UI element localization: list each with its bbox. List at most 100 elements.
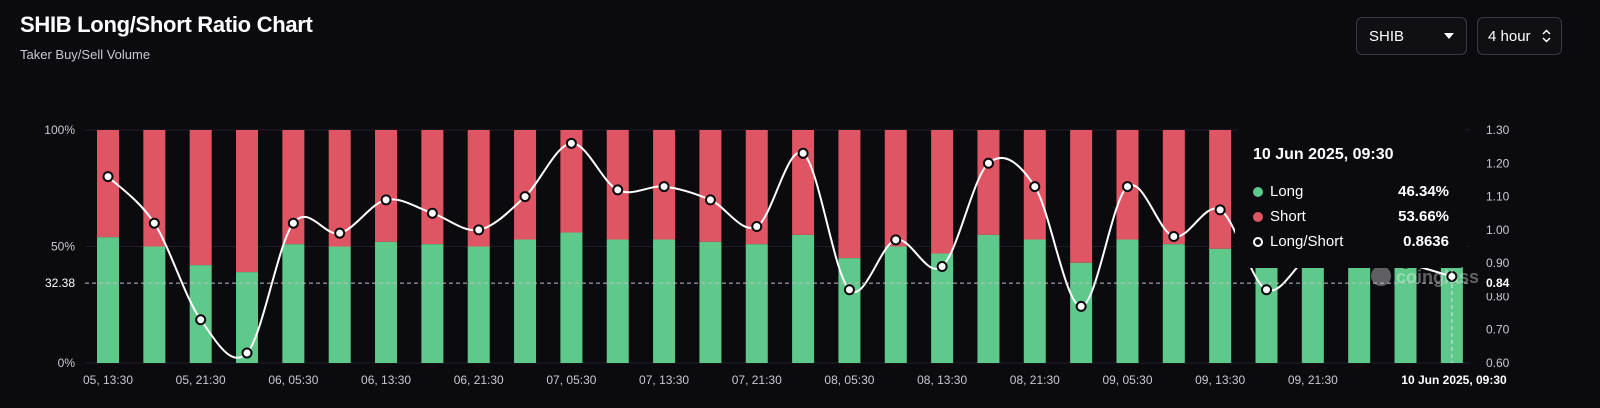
ratio-point: [843, 284, 855, 296]
crosshair-right-label: 0.84: [1486, 276, 1510, 290]
ratio-point: [565, 137, 577, 149]
tooltip-row-long: Long 46.34%: [1253, 179, 1449, 204]
ratio-point: [334, 227, 346, 239]
long-bar: [1209, 248, 1232, 363]
tooltip-value: 53.66%: [1398, 208, 1449, 225]
x-tick-label: 08, 21:30: [1010, 373, 1060, 387]
ratio-point: [287, 217, 299, 229]
coin-select[interactable]: SHIB: [1356, 17, 1467, 55]
x-tick-label: 09, 21:30: [1288, 373, 1338, 387]
ratio-point: [1168, 231, 1180, 243]
short-bar: [236, 130, 259, 273]
x-tick-label: 09, 13:30: [1195, 373, 1245, 387]
tooltip-value: 0.8636: [1403, 233, 1449, 250]
long-bar: [97, 237, 119, 363]
page-subtitle: Taker Buy/Sell Volume: [20, 47, 151, 62]
ratio-dot-icon: [1253, 236, 1263, 247]
tooltip-date: 10 Jun 2025, 09:30: [1253, 146, 1394, 163]
long-bar: [606, 239, 629, 363]
long-bar: [931, 253, 954, 363]
x-tick-label: 07, 21:30: [732, 373, 782, 387]
long-bar: [1162, 244, 1185, 363]
watermark: coinglass: [1371, 266, 1479, 287]
short-bar: [467, 130, 490, 247]
short-bar: [421, 130, 444, 245]
long-bar: [560, 232, 583, 363]
x-tick-label: 07, 13:30: [639, 373, 689, 387]
ratio-point: [1029, 181, 1041, 193]
short-bar: [97, 130, 119, 238]
tooltip: 10 Jun 2025, 09:30 Long 46.34% Short 53.…: [1235, 128, 1467, 268]
x-tick-label: 06, 13:30: [361, 373, 411, 387]
ratio-point: [519, 191, 531, 203]
coinglass-logo-icon: [1371, 266, 1391, 286]
tooltip-row-short: Short 53.66%: [1253, 204, 1449, 229]
ratio-point: [380, 194, 392, 206]
long-bar: [1301, 253, 1324, 363]
short-bar: [838, 130, 861, 259]
ratio-point: [1261, 284, 1272, 296]
short-bar: [189, 130, 212, 266]
ratio-point: [1214, 204, 1226, 216]
ratio-point: [936, 260, 948, 272]
crosshair-left-label: 32.38: [45, 276, 75, 290]
long-bar: [1116, 239, 1139, 363]
left-tick-label: 50%: [51, 240, 75, 254]
crosshair-left-box: [22, 273, 82, 294]
left-tick-label: 0%: [58, 356, 76, 370]
tooltip-row-ratio: Long/Short 0.8636: [1253, 229, 1449, 254]
ratio-point: [426, 207, 438, 219]
short-bar: [143, 130, 166, 247]
short-bar: [560, 130, 583, 233]
x-tick-label: 07, 05:30: [546, 373, 596, 387]
short-bar: [884, 130, 907, 247]
long-dot-icon: [1253, 186, 1263, 197]
short-dot-icon: [1253, 211, 1263, 222]
right-tick-label: 0.60: [1486, 356, 1510, 370]
ratio-line: [102, 137, 1458, 359]
watermark-text: coinglass: [1396, 267, 1479, 287]
long-bar: [467, 246, 490, 363]
long-bar: [421, 244, 444, 363]
ratio-point: [797, 147, 809, 159]
long-bar: [1255, 251, 1278, 363]
interval-select[interactable]: 4 hour: [1477, 17, 1562, 55]
tooltip-label: Short: [1270, 208, 1306, 225]
ratio-point: [704, 194, 716, 206]
right-tick-label: 1.10: [1486, 190, 1510, 204]
short-bar: [1209, 130, 1232, 249]
long-bar: [189, 265, 212, 363]
x-tick-label: 08, 13:30: [917, 373, 967, 387]
left-tick-label: 100%: [44, 123, 75, 137]
x-tick-label: 09, 05:30: [1102, 373, 1152, 387]
ratio-point: [195, 314, 207, 326]
short-bar: [1162, 130, 1185, 245]
long-bar: [1023, 239, 1046, 363]
interval-select-value: 4 hour: [1488, 27, 1531, 45]
right-tick-label: 0.70: [1486, 323, 1510, 337]
ratio-point: [1121, 181, 1133, 193]
short-bar: [1070, 130, 1093, 263]
right-tick-label: 1.30: [1486, 123, 1510, 137]
long-bar: [699, 241, 722, 363]
x-tick-label: 08, 05:30: [824, 373, 874, 387]
x-tick-label: 05, 21:30: [176, 373, 226, 387]
right-tick-label: 1.20: [1486, 156, 1510, 170]
page-title: SHIB Long/Short Ratio Chart: [20, 12, 313, 37]
long-bar: [838, 258, 861, 363]
ratio-point: [241, 347, 253, 359]
long-bar: [514, 239, 537, 363]
long-bar: [792, 234, 815, 363]
x-tick-label: 06, 05:30: [268, 373, 318, 387]
short-bar: [792, 130, 815, 235]
ratio-point: [658, 181, 670, 193]
long-bar: [282, 244, 305, 363]
short-bar: [375, 130, 398, 242]
long-bar: [328, 246, 351, 363]
hover-x-label: 10 Jun 2025, 09:30: [1401, 373, 1507, 387]
short-bar: [328, 130, 351, 247]
x-tick-label: 06, 21:30: [454, 373, 504, 387]
right-tick-label: 1.00: [1486, 223, 1510, 237]
long-bar: [745, 244, 768, 363]
long-bar: [977, 234, 1000, 363]
